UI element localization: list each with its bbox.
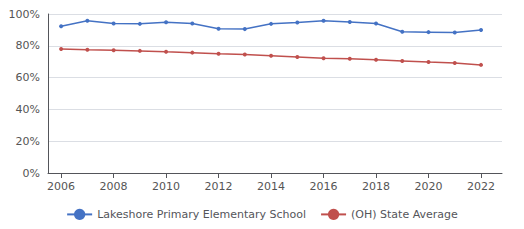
svg-text:2012: 2012 — [205, 180, 233, 193]
svg-text:2010: 2010 — [152, 180, 180, 193]
svg-text:Lakeshore Primary Elementary S: Lakeshore Primary Elementary School — [97, 208, 306, 221]
svg-text:2008: 2008 — [100, 180, 128, 193]
svg-text:40%: 40% — [16, 103, 40, 116]
svg-text:20%: 20% — [16, 135, 40, 148]
svg-text:60%: 60% — [16, 71, 40, 84]
svg-text:2014: 2014 — [257, 180, 285, 193]
svg-text:0%: 0% — [23, 167, 40, 180]
svg-text:2020: 2020 — [415, 180, 443, 193]
svg-text:2022: 2022 — [467, 180, 495, 193]
svg-text:(OH) State Average: (OH) State Average — [351, 208, 458, 221]
svg-text:2016: 2016 — [310, 180, 338, 193]
svg-text:80%: 80% — [16, 39, 40, 52]
svg-text:2018: 2018 — [362, 180, 390, 193]
svg-text:2006: 2006 — [47, 180, 75, 193]
svg-text:100%: 100% — [9, 8, 40, 21]
